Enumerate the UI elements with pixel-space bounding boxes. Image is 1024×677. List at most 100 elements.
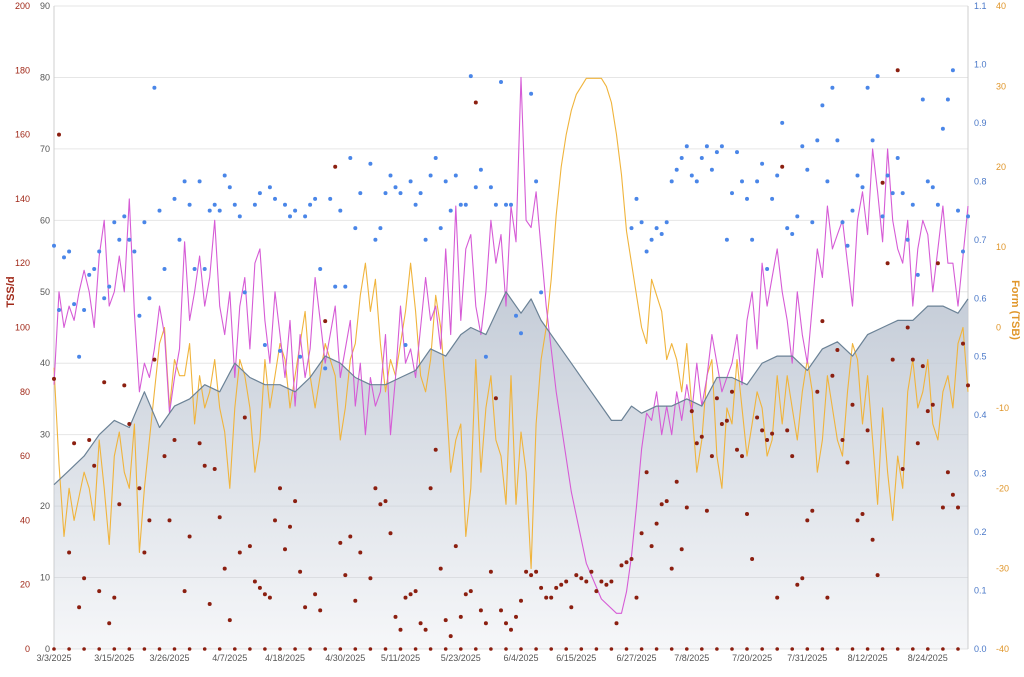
- if-point: [448, 208, 453, 213]
- load-tick-label: 50: [40, 287, 50, 297]
- if-point: [267, 185, 272, 190]
- if-point: [674, 167, 679, 172]
- tss-point: [634, 595, 639, 600]
- x-tick-label: 7/31/2025: [787, 653, 827, 663]
- tss-point: [428, 486, 433, 491]
- load-tick-label: 0: [45, 644, 50, 654]
- if-point: [755, 179, 760, 184]
- rest-day-point: [926, 647, 930, 651]
- tss-point: [740, 454, 744, 459]
- if-point: [815, 138, 820, 143]
- tss-point: [850, 402, 855, 407]
- if-point: [212, 202, 217, 207]
- rest-day-point: [82, 647, 86, 651]
- rest-day-point: [549, 647, 553, 651]
- tss-point: [267, 595, 272, 600]
- if-point: [423, 237, 428, 242]
- tss-point: [529, 573, 534, 578]
- if-point: [483, 354, 488, 359]
- if-point: [915, 272, 920, 277]
- if-tick-label: 0.5: [974, 352, 987, 362]
- if-point: [895, 156, 900, 160]
- tss-point: [795, 582, 800, 587]
- tss-point: [403, 595, 408, 600]
- load-tick-label: 30: [40, 430, 50, 440]
- if-point: [825, 179, 830, 184]
- if-point: [760, 161, 765, 166]
- rest-day-point: [805, 647, 810, 651]
- if-point: [855, 173, 860, 178]
- if-point: [172, 196, 177, 201]
- if-point: [237, 214, 242, 219]
- tss-point: [659, 502, 664, 507]
- form-tick-label: 20: [996, 162, 1006, 172]
- tss-tick-label: 120: [15, 258, 30, 268]
- tss-point: [504, 621, 508, 626]
- if-point: [92, 267, 97, 271]
- if-tick-label: 0.6: [974, 293, 987, 303]
- tss-point: [423, 627, 428, 632]
- tss-point: [840, 438, 845, 442]
- load-tick-label: 60: [40, 215, 50, 225]
- rest-day-point: [383, 647, 388, 651]
- if-point: [378, 226, 383, 231]
- if-point: [499, 80, 503, 84]
- rest-day-point: [127, 647, 132, 651]
- if-point: [860, 185, 865, 190]
- tss-point: [67, 550, 72, 555]
- if-tick-label: 0.7: [974, 235, 987, 245]
- form-tick-label: 40: [996, 1, 1006, 11]
- tss-point: [604, 582, 609, 587]
- if-point: [820, 103, 825, 108]
- tss-point: [900, 467, 905, 471]
- if-point: [835, 138, 840, 143]
- if-point: [669, 179, 674, 184]
- rest-day-point: [941, 647, 945, 651]
- tss-point: [252, 579, 257, 584]
- tss-point: [167, 518, 172, 523]
- if-point: [288, 214, 292, 219]
- rest-day-point: [519, 647, 523, 651]
- tss-point: [750, 557, 755, 561]
- tss-tick-label: 0: [25, 644, 30, 654]
- tss-point: [589, 569, 594, 574]
- load-tick-label: 20: [40, 501, 50, 511]
- if-point: [117, 237, 122, 242]
- tss-point: [956, 505, 960, 510]
- if-point: [403, 343, 408, 347]
- rest-day-point: [202, 647, 207, 651]
- tss-point: [348, 534, 353, 539]
- tss-point: [338, 540, 343, 545]
- if-point: [649, 237, 654, 242]
- tss-point: [343, 573, 348, 578]
- if-point: [418, 191, 423, 196]
- tss-point: [714, 396, 719, 401]
- form-tick-label: 10: [996, 242, 1006, 252]
- fitness-area: [54, 291, 968, 649]
- tss-point: [97, 589, 102, 594]
- rest-day-point: [233, 647, 237, 651]
- if-point: [870, 138, 875, 143]
- if-point: [644, 249, 649, 254]
- tss-point: [830, 373, 835, 378]
- if-point: [654, 226, 659, 231]
- tss-point: [539, 585, 544, 590]
- if-point: [443, 179, 448, 184]
- tss-point: [172, 438, 177, 442]
- rest-day-point: [474, 647, 478, 651]
- rest-day-point: [700, 647, 704, 651]
- if-tick-label: 0.1: [974, 586, 987, 596]
- if-point: [348, 156, 353, 160]
- rest-day-point: [278, 647, 282, 651]
- if-point: [689, 173, 694, 178]
- scatter-dots: [52, 68, 970, 651]
- if-point: [875, 74, 880, 79]
- tss-point: [57, 132, 61, 137]
- rest-day-point: [52, 647, 56, 651]
- fitness-area-fill: [54, 291, 968, 649]
- if-point: [684, 144, 689, 149]
- rest-day-point: [579, 647, 584, 651]
- if-point: [192, 267, 197, 271]
- if-point: [504, 202, 508, 207]
